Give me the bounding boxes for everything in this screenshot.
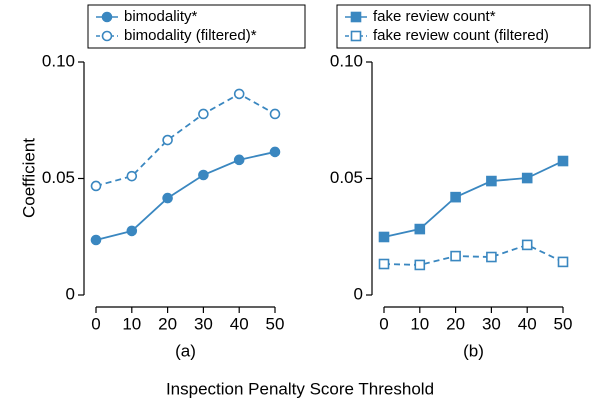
y-tick-label: 0.05 [330,168,363,187]
legend-marker [350,30,362,42]
y-tick-label: 0.10 [42,51,75,70]
y-tick-label: 0.05 [42,168,75,187]
legend-label: bimodality (filtered)* [124,27,257,44]
series-line [95,151,276,241]
marker [486,175,497,187]
x-tick-label: 20 [446,314,465,333]
marker [557,155,569,167]
marker [486,251,497,263]
series-line [95,92,276,187]
x-tick-label: 30 [482,314,501,333]
marker [233,154,245,166]
legend-marker [101,11,113,23]
marker [450,250,461,262]
marker [126,170,138,182]
legend-marker [350,11,362,23]
marker [557,256,569,268]
marker [378,231,390,243]
marker [126,225,138,237]
x-tick-label: 50 [266,314,285,333]
marker [521,172,533,184]
x-axis-label: Inspection Penalty Score Threshold [166,379,434,398]
y-tick-label: 0.10 [330,51,363,70]
subplot-caption: (a) [175,341,196,360]
marker [269,146,281,158]
y-axis-label: Coefficient [19,138,38,218]
x-tick-label: 50 [554,314,573,333]
marker [233,88,245,100]
marker [162,134,173,146]
marker [90,180,102,192]
x-tick-label: 40 [518,314,537,333]
x-tick-label: 0 [91,314,100,333]
x-tick-label: 40 [230,314,249,333]
marker [521,239,533,251]
legend-box [336,4,591,49]
series-line [383,160,564,238]
x-tick-label: 30 [194,314,213,333]
marker [162,192,173,204]
marker [198,108,209,120]
x-tick-label: 10 [122,314,141,333]
marker [90,234,102,246]
legend-label: fake review count* [373,8,496,25]
x-tick-label: 20 [158,314,177,333]
marker [378,258,390,270]
x-tick-label: 10 [410,314,429,333]
legend-marker [101,30,113,42]
y-tick-label: 0 [354,284,363,303]
marker [414,223,426,235]
series-line [383,243,564,266]
subplot-caption: (b) [463,341,484,360]
marker [198,169,209,181]
x-tick-label: 0 [379,314,388,333]
y-tick-label: 0 [66,284,75,303]
legend-label: fake review count (filtered) [373,27,549,44]
marker [450,191,461,203]
legend-label: bimodality* [124,8,198,25]
marker [414,259,426,271]
legend-box [87,4,306,49]
marker [269,108,281,120]
